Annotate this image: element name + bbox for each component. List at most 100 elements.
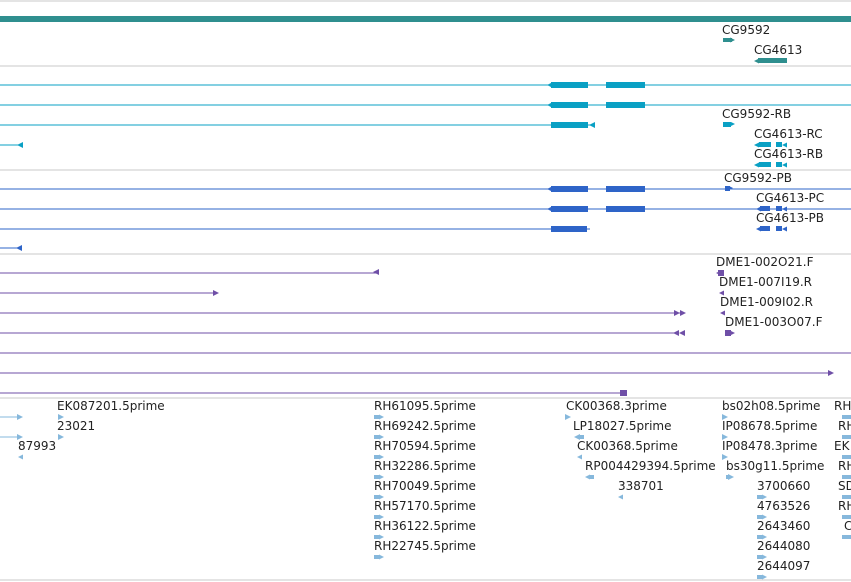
exon-block[interactable] (759, 162, 771, 167)
strand-arrow[interactable] (585, 474, 590, 480)
est-label-clipped[interactable]: RH (838, 419, 851, 433)
est-label[interactable]: 338701 (618, 479, 664, 493)
strand-arrow[interactable] (618, 494, 623, 500)
exon-block[interactable] (551, 186, 588, 192)
est-label[interactable]: 3700660 (757, 479, 811, 493)
est-label-clipped[interactable]: RH (834, 399, 851, 413)
strand-arrow[interactable] (762, 554, 767, 560)
strand-arrow[interactable] (379, 534, 384, 540)
exon-block[interactable] (589, 475, 594, 479)
est-block[interactable] (842, 435, 851, 439)
strand-arrow[interactable] (379, 434, 384, 440)
strand-arrow[interactable] (547, 102, 552, 108)
exon-block[interactable] (760, 226, 770, 231)
transcript-label[interactable]: CG4613-RC (754, 127, 823, 141)
exon-block[interactable] (551, 226, 587, 232)
exon-block[interactable] (606, 206, 645, 212)
est-block[interactable] (374, 415, 380, 419)
protein-label[interactable]: CG4613-PC (756, 191, 825, 205)
strand-arrow[interactable] (16, 245, 22, 251)
strand-arrow[interactable] (379, 474, 384, 480)
est-label[interactable]: RH32286.5prime (374, 459, 476, 473)
strand-arrow[interactable] (17, 434, 23, 440)
est-label[interactable]: bs02h08.5prime (722, 399, 821, 413)
exon-block[interactable] (722, 455, 724, 459)
strand-arrow[interactable] (379, 494, 384, 500)
est-block[interactable] (842, 515, 851, 519)
est-label-clipped[interactable]: SD (838, 479, 851, 493)
strand-arrow[interactable] (782, 162, 787, 168)
strand-arrow[interactable] (762, 514, 767, 520)
probe-label[interactable]: DME1-002O21.F (716, 255, 814, 269)
strand-arrow[interactable] (674, 310, 680, 316)
strand-arrow[interactable] (547, 206, 552, 212)
est-label[interactable]: RH22745.5prime (374, 539, 476, 553)
exon-block[interactable] (551, 122, 588, 128)
est-block[interactable] (842, 535, 851, 539)
exon-block[interactable] (776, 142, 782, 147)
est-label[interactable]: RH61095.5prime (374, 399, 476, 413)
exon-block[interactable] (760, 206, 770, 211)
est-label-clipped[interactable]: RH (838, 459, 851, 473)
est-label-clipped[interactable]: EK (834, 439, 850, 453)
strand-arrow[interactable] (730, 330, 735, 336)
strand-arrow[interactable] (762, 534, 767, 540)
protein-label[interactable]: CG4613-PB (756, 211, 825, 225)
strand-arrow[interactable] (577, 454, 582, 460)
est-label[interactable]: IP08478.3prime (722, 439, 818, 453)
probe-label[interactable]: DME1-009I02.R (720, 295, 814, 309)
strand-arrow[interactable] (754, 142, 759, 148)
gene-block-cg4613[interactable] (758, 58, 787, 63)
strand-arrow[interactable] (673, 330, 679, 336)
strand-arrow[interactable] (379, 454, 384, 460)
est-label[interactable]: CK00368.5prime (577, 439, 678, 453)
strand-arrow[interactable] (720, 310, 725, 316)
gene-label[interactable]: CG9592 (722, 23, 771, 37)
exon-block[interactable] (722, 415, 724, 419)
exon-block[interactable] (606, 186, 645, 192)
est-block[interactable] (842, 415, 851, 419)
strand-arrow[interactable] (762, 574, 767, 580)
est-block[interactable] (757, 535, 763, 539)
exon-block[interactable] (606, 102, 645, 108)
strand-arrow[interactable] (547, 186, 552, 192)
strand-arrow[interactable] (762, 494, 767, 500)
exon-block[interactable] (722, 435, 724, 439)
est-label[interactable]: 23021 (57, 419, 96, 433)
est-block[interactable] (842, 455, 851, 459)
protein-label[interactable]: CG9592-PB (724, 171, 793, 185)
est-label-clipped[interactable]: RH (838, 499, 851, 513)
strand-arrow[interactable] (716, 271, 720, 275)
strand-arrow[interactable] (379, 514, 384, 520)
probe-block[interactable] (725, 330, 731, 336)
est-block[interactable] (374, 495, 380, 499)
strand-arrow[interactable] (680, 310, 686, 316)
est-label[interactable]: RH70594.5prime (374, 439, 476, 453)
strand-arrow[interactable] (373, 269, 379, 275)
strand-arrow[interactable] (719, 290, 724, 296)
strand-arrow[interactable] (213, 290, 219, 296)
est-label[interactable]: 87993 (18, 439, 57, 453)
strand-arrow[interactable] (782, 206, 787, 212)
strand-arrow[interactable] (756, 206, 761, 212)
exon-block[interactable] (551, 102, 588, 108)
transcript-label[interactable]: CG9592-RB (722, 107, 792, 121)
strand-arrow[interactable] (754, 58, 759, 64)
transcript-label[interactable]: CG4613-RB (754, 147, 824, 161)
est-label[interactable]: 2644080 (757, 539, 811, 553)
est-label[interactable]: RH69242.5prime (374, 419, 476, 433)
strand-arrow[interactable] (58, 434, 64, 440)
strand-arrow[interactable] (547, 82, 552, 88)
est-block[interactable] (374, 555, 380, 559)
est-block[interactable] (757, 555, 763, 559)
est-block[interactable] (757, 515, 763, 519)
transcript-block-cg9592-rb[interactable] (723, 122, 731, 127)
est-label[interactable]: LP18027.5prime (573, 419, 672, 433)
est-block[interactable] (757, 495, 763, 499)
est-label[interactable]: RP004429394.5prime (585, 459, 716, 473)
est-block[interactable] (374, 535, 380, 539)
strand-arrow[interactable] (18, 454, 23, 460)
est-block[interactable] (374, 435, 380, 439)
est-block[interactable] (842, 495, 851, 499)
